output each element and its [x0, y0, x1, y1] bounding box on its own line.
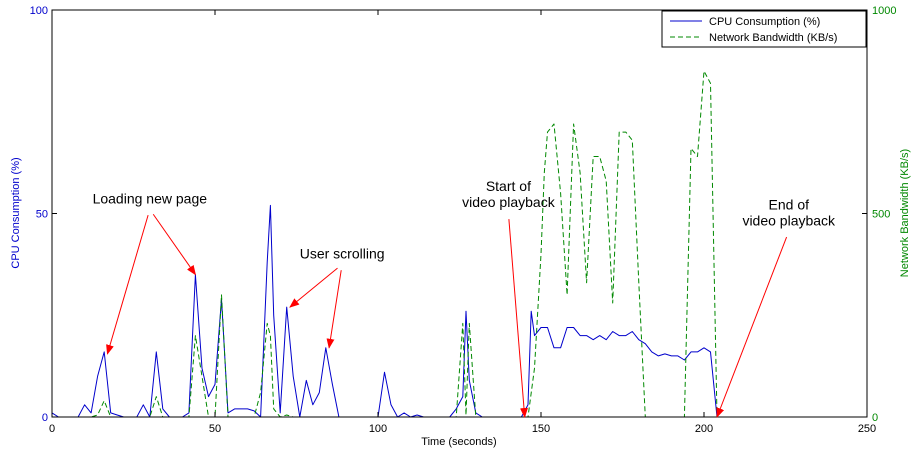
annotation-label: Start of: [486, 178, 531, 194]
y-left-tick-label: 0: [42, 412, 48, 424]
annotation-arrow: [106, 214, 149, 355]
annotation-label: video playback: [742, 212, 836, 228]
annotation-arrow: [152, 213, 197, 276]
annotation-arrow: [326, 270, 342, 349]
annotation-label: User scrolling: [300, 245, 385, 261]
legend-label-network: Network Bandwidth (KB/s): [709, 32, 837, 44]
y-right-tick-label: 500: [872, 209, 890, 221]
annotation-arrow: [289, 267, 338, 308]
x-tick-label: 100: [369, 423, 387, 435]
x-tick-label: 200: [695, 423, 713, 435]
series-line-cpu: [51, 204, 750, 418]
x-tick-label: 250: [858, 423, 876, 435]
y-right-tick-label: 0: [872, 412, 878, 424]
x-tick-label: 150: [532, 423, 550, 435]
x-axis-title: Time (seconds): [421, 436, 496, 448]
annotation-label: video playback: [462, 194, 556, 210]
y-axis-left-title: CPU Consumption (%): [10, 157, 22, 268]
annotation-arrow: [716, 236, 788, 418]
x-tick-label: 0: [49, 423, 55, 435]
annotation-label: End of: [769, 196, 810, 212]
legend-label-cpu: CPU Consumption (%): [709, 16, 820, 28]
y-axis-right-title: Network Bandwidth (KB/s): [899, 149, 911, 277]
legend: CPU Consumption (%) Network Bandwidth (K…: [661, 10, 867, 48]
y-right-tick-label: 1000: [872, 5, 896, 17]
annotation: Loading new page: [93, 190, 208, 355]
y-left-tick-label: 100: [30, 5, 48, 17]
annotation-label: Loading new page: [93, 190, 208, 206]
x-tick-label: 50: [209, 423, 221, 435]
legend-box: [661, 10, 867, 48]
y-left-tick-label: 50: [36, 209, 48, 221]
annotation-arrow: [508, 219, 528, 418]
annotation: User scrolling: [289, 245, 385, 349]
